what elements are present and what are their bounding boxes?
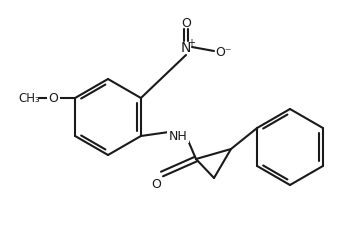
- Text: +: +: [187, 38, 195, 48]
- Text: CH₃: CH₃: [18, 92, 40, 105]
- Text: O⁻: O⁻: [216, 45, 232, 58]
- Text: N: N: [181, 41, 191, 55]
- Text: O: O: [48, 92, 58, 105]
- Text: NH: NH: [168, 129, 187, 142]
- Text: O: O: [151, 178, 161, 191]
- Text: O: O: [181, 16, 191, 29]
